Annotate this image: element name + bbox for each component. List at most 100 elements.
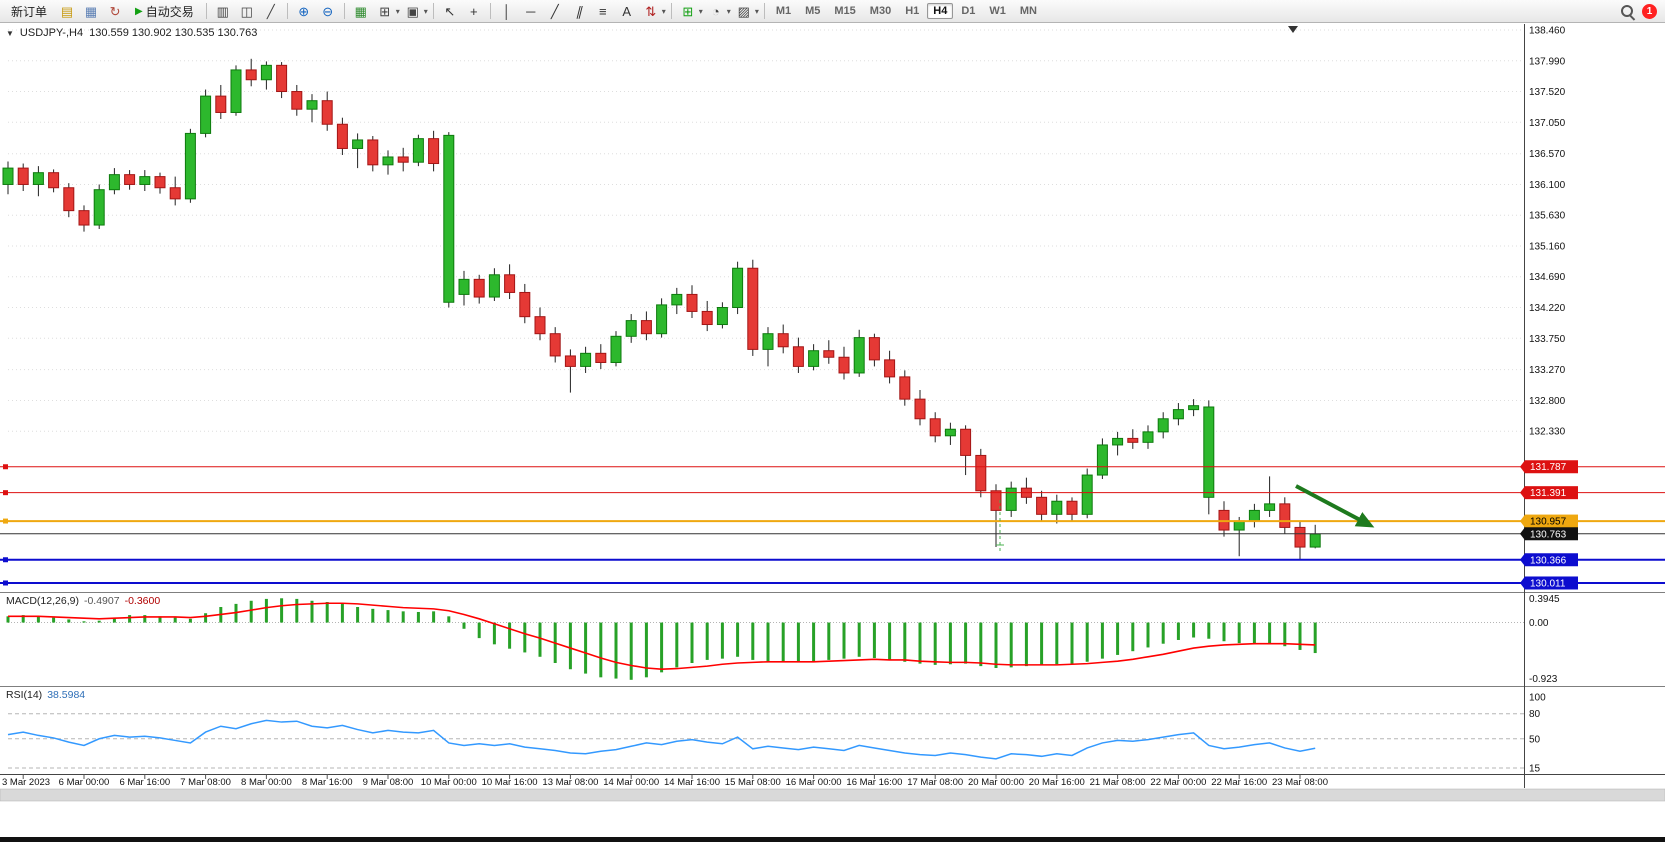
toolbar-separator bbox=[489, 3, 491, 19]
zoom-out-icon[interactable]: ⊖ bbox=[322, 3, 334, 19]
timeframe-m1[interactable]: M1 bbox=[775, 5, 792, 17]
timeframe-h1[interactable]: H1 bbox=[905, 5, 920, 17]
svg-text:-0.923: -0.923 bbox=[1529, 674, 1558, 685]
candle-body bbox=[1127, 437, 1139, 443]
horizontal-scrollbar[interactable] bbox=[0, 788, 1665, 802]
notification-badge[interactable]: 1 bbox=[1642, 3, 1657, 19]
templates-icon-dropdown[interactable]: ▾ bbox=[754, 6, 759, 16]
svg-text:23 Mar 08:00: 23 Mar 08:00 bbox=[1272, 777, 1328, 788]
new-chart-icon-dropdown[interactable]: ▾ bbox=[395, 6, 400, 16]
candle-body bbox=[1172, 409, 1184, 420]
timeframe-mn[interactable]: MN bbox=[1019, 5, 1037, 17]
candle-body bbox=[1248, 509, 1260, 522]
timeframe-h4[interactable]: H4 bbox=[927, 3, 954, 19]
candle-body bbox=[473, 278, 485, 298]
price-tag-130.957[interactable] bbox=[1525, 514, 1578, 528]
price-tag-131.787[interactable] bbox=[1525, 460, 1578, 474]
trend-arrow-annotation[interactable] bbox=[1295, 484, 1375, 528]
timeframe-m30[interactable]: M30 bbox=[869, 5, 892, 17]
timeframe-w1[interactable]: W1 bbox=[989, 5, 1006, 17]
line-handle[interactable] bbox=[3, 490, 8, 496]
price-tag-130.011[interactable] bbox=[1525, 576, 1578, 590]
candle-body bbox=[291, 91, 303, 110]
svg-text:15: 15 bbox=[1529, 764, 1541, 775]
candle-body bbox=[17, 167, 29, 185]
svg-text:137.520: 137.520 bbox=[1529, 87, 1566, 98]
line-handle[interactable] bbox=[3, 580, 8, 586]
tile-windows-icon[interactable]: ▦ bbox=[354, 3, 367, 19]
price-gridlines bbox=[8, 29, 1524, 432]
search-icon[interactable] bbox=[1619, 3, 1636, 20]
templates-icon[interactable]: ▨ bbox=[737, 3, 750, 19]
indicators-icon[interactable]: ⊞ bbox=[682, 3, 694, 19]
candle-body bbox=[1188, 405, 1200, 411]
indicators-icon-dropdown[interactable]: ▾ bbox=[698, 6, 703, 16]
svg-text:9 Mar 08:00: 9 Mar 08:00 bbox=[363, 777, 414, 788]
svg-text:15 Mar 08:00: 15 Mar 08:00 bbox=[725, 777, 781, 788]
price-tag-130.763[interactable] bbox=[1525, 527, 1578, 541]
candle-body bbox=[1203, 406, 1215, 498]
candle-body bbox=[1279, 503, 1291, 528]
cursor-icon[interactable]: ↖ bbox=[444, 3, 456, 19]
svg-text:21 Mar 08:00: 21 Mar 08:00 bbox=[1090, 777, 1146, 788]
candle-body bbox=[260, 64, 272, 81]
svg-text:0.00: 0.00 bbox=[1529, 618, 1549, 629]
candle-body bbox=[488, 274, 500, 298]
price-tag-130.366[interactable] bbox=[1525, 553, 1578, 567]
new-order-button[interactable]: 新订单 bbox=[4, 1, 54, 22]
candle-body bbox=[200, 95, 212, 134]
candle-body bbox=[777, 333, 789, 348]
candle-body bbox=[215, 95, 227, 113]
svg-text:6 Mar 16:00: 6 Mar 16:00 bbox=[119, 777, 170, 788]
bar-chart-icon[interactable]: ▥ bbox=[216, 3, 229, 19]
timeframe-m5[interactable]: M5 bbox=[805, 5, 821, 17]
line-handle[interactable] bbox=[3, 557, 8, 563]
line-handle[interactable] bbox=[3, 464, 8, 470]
candle-body bbox=[382, 156, 394, 166]
navigator-icon[interactable]: ↻ bbox=[109, 3, 121, 19]
chart-profiles-icon[interactable]: ▣ bbox=[406, 3, 419, 19]
candle-body bbox=[1112, 437, 1124, 446]
zoom-in-icon[interactable]: ⊕ bbox=[298, 3, 310, 19]
svg-text:136.570: 136.570 bbox=[1529, 149, 1566, 160]
fibonacci-icon[interactable]: ≡ bbox=[598, 3, 607, 19]
periods-icon[interactable]: ◔ bbox=[711, 3, 720, 19]
candle-body bbox=[2, 167, 14, 185]
equidistant-channel-icon[interactable]: ∥ bbox=[575, 3, 583, 19]
crosshair-icon[interactable]: + bbox=[469, 3, 478, 19]
arrows-icon-dropdown[interactable]: ▾ bbox=[661, 6, 666, 16]
svg-text:130.366: 130.366 bbox=[1530, 555, 1567, 566]
horizontal-line-icon[interactable]: ─ bbox=[526, 3, 536, 19]
candle-body bbox=[534, 316, 546, 335]
svg-text:14 Mar 16:00: 14 Mar 16:00 bbox=[664, 777, 720, 788]
chevron-down-icon[interactable]: ▼ bbox=[6, 28, 14, 38]
data-window-icon[interactable]: ▦ bbox=[84, 3, 98, 19]
auto-trading-button[interactable]: ▶ 自动交易 bbox=[128, 1, 201, 22]
ohlc-values: 130.559 130.902 130.535 130.763 bbox=[89, 27, 258, 39]
svg-text:130.957: 130.957 bbox=[1530, 517, 1567, 528]
new-chart-icon[interactable]: ⊞ bbox=[379, 3, 391, 19]
svg-text:10 Mar 00:00: 10 Mar 00:00 bbox=[421, 777, 477, 788]
svg-text:134.220: 134.220 bbox=[1529, 303, 1566, 314]
vertical-line-icon[interactable]: │ bbox=[502, 3, 511, 19]
price-tag-131.391[interactable] bbox=[1525, 486, 1578, 500]
auto-trading-button-label: 自动交易 bbox=[145, 4, 194, 19]
arrows-icon[interactable]: ⇅ bbox=[645, 3, 657, 19]
line-chart-icon[interactable]: ╱ bbox=[266, 3, 275, 19]
chart-ohlc-header: ▼ USDJPY-,H4 130.559 130.902 130.535 130… bbox=[6, 27, 257, 39]
periods-icon-dropdown[interactable]: ▾ bbox=[726, 6, 731, 16]
candle-body bbox=[184, 132, 196, 200]
svg-text:14 Mar 00:00: 14 Mar 00:00 bbox=[603, 777, 659, 788]
timeframe-m15[interactable]: M15 bbox=[834, 5, 856, 17]
text-label-icon[interactable]: A bbox=[622, 3, 632, 19]
line-handle[interactable] bbox=[3, 518, 8, 524]
candle-body bbox=[762, 333, 774, 350]
autoscroll-marker-icon[interactable] bbox=[1288, 26, 1298, 33]
trendline-icon[interactable]: ╱ bbox=[550, 3, 559, 19]
chart-profiles-icon-dropdown[interactable]: ▾ bbox=[423, 6, 428, 16]
market-watch-icon[interactable]: ▤ bbox=[60, 3, 74, 19]
candlestick-series bbox=[2, 58, 1321, 561]
timeframe-d1[interactable]: D1 bbox=[961, 5, 976, 17]
candlestick-chart-icon[interactable]: ◫ bbox=[240, 3, 253, 19]
